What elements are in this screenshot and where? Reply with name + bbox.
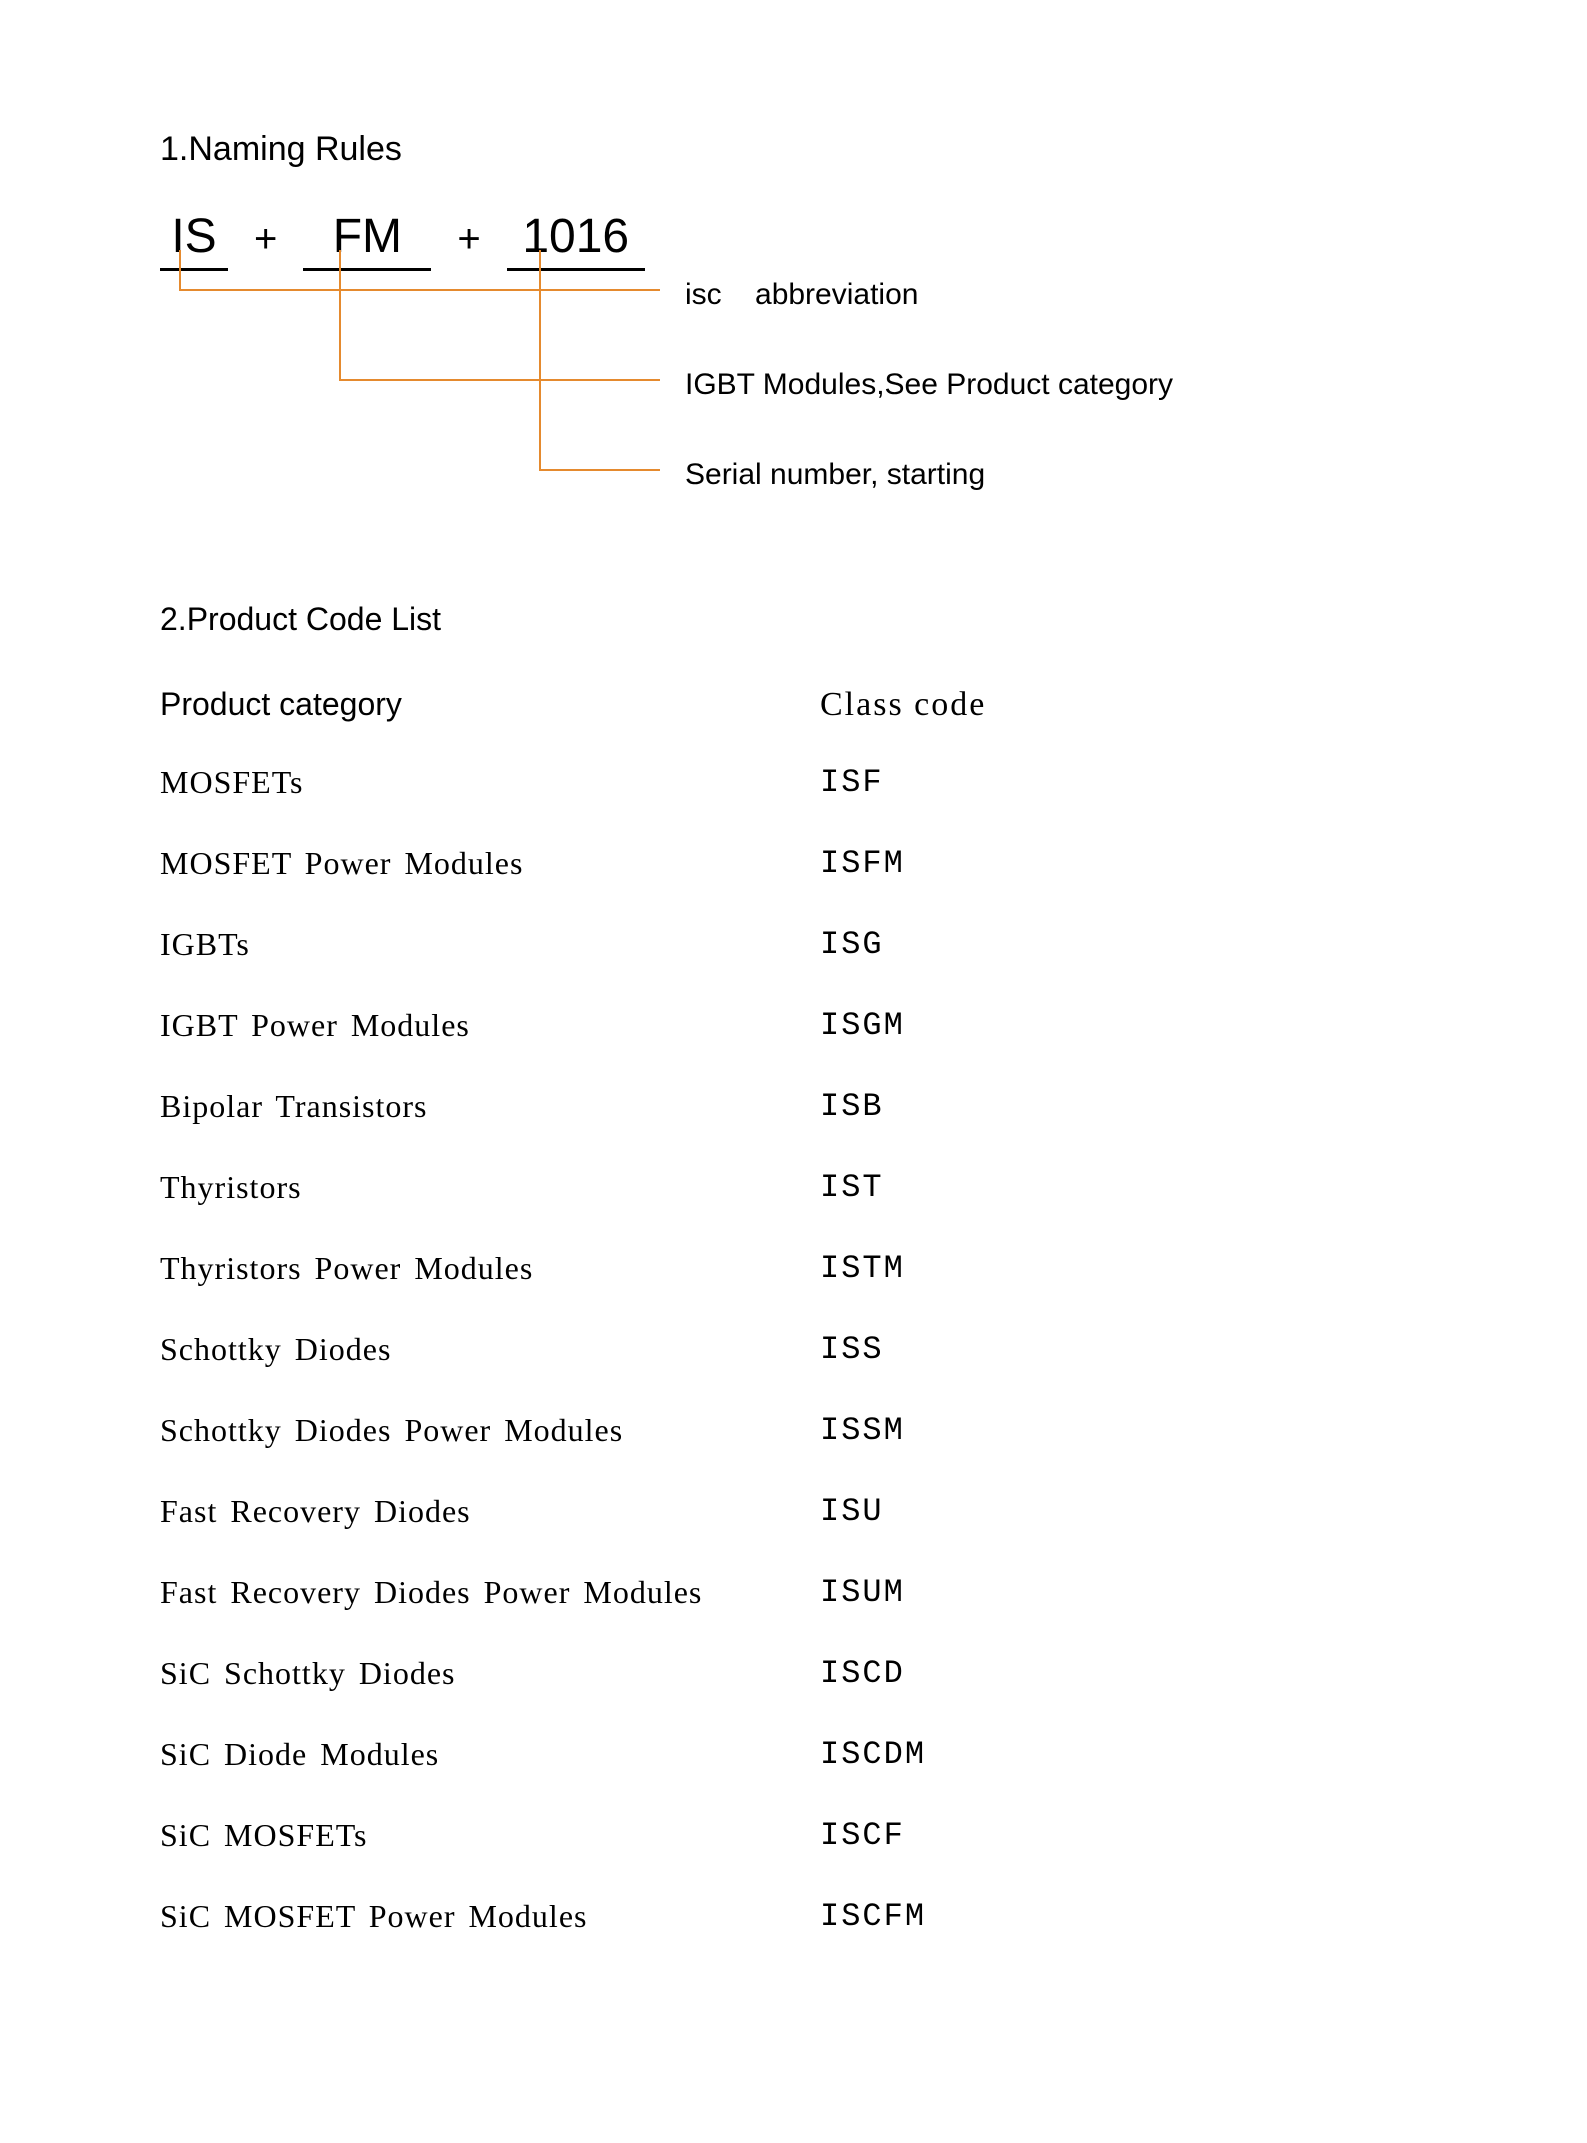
cell-code: ISCD bbox=[820, 1655, 1120, 1692]
cell-code: ISS bbox=[820, 1331, 1120, 1368]
table-row: SiC MOSFET Power ModulesISCFM bbox=[160, 1898, 1427, 1935]
cell-code: ISSM bbox=[820, 1412, 1120, 1449]
cell-code: ISGM bbox=[820, 1007, 1120, 1044]
cell-category: IGBTs bbox=[160, 926, 820, 963]
cell-category: MOSFETs bbox=[160, 764, 820, 801]
section2: 2.Product Code List Product category Cla… bbox=[160, 601, 1427, 1935]
cell-category: Bipolar Transistors bbox=[160, 1088, 820, 1125]
table-row: IGBTsISG bbox=[160, 926, 1427, 963]
cell-category: Thyristors Power Modules bbox=[160, 1250, 820, 1287]
table-row: IGBT Power ModulesISGM bbox=[160, 1007, 1427, 1044]
header-code: Class code bbox=[820, 686, 1120, 724]
cell-category: Thyristors bbox=[160, 1169, 820, 1206]
cell-code: ISB bbox=[820, 1088, 1120, 1125]
cell-code: ISF bbox=[820, 764, 1120, 801]
cell-category: SiC Diode Modules bbox=[160, 1736, 820, 1773]
cell-category: Fast Recovery Diodes bbox=[160, 1493, 820, 1530]
section2-title: 2.Product Code List bbox=[160, 601, 1427, 638]
cell-code: ISCF bbox=[820, 1817, 1120, 1854]
product-code-table: Product category Class code MOSFETsISFMO… bbox=[160, 686, 1427, 1935]
table-row: SiC MOSFETsISCF bbox=[160, 1817, 1427, 1854]
cell-code: ISG bbox=[820, 926, 1120, 963]
cell-category: MOSFET Power Modules bbox=[160, 845, 820, 882]
callout-1: isc abbreviation bbox=[685, 278, 918, 312]
cell-category: SiC Schottky Diodes bbox=[160, 1655, 820, 1692]
table-row: Bipolar TransistorsISB bbox=[160, 1088, 1427, 1125]
table-row: MOSFET Power ModulesISFM bbox=[160, 845, 1427, 882]
callout-3: Serial number, starting bbox=[685, 458, 985, 492]
callout-2: IGBT Modules,See Product category bbox=[685, 368, 1173, 402]
table-row: Fast Recovery Diodes Power ModulesISUM bbox=[160, 1574, 1427, 1611]
header-category: Product category bbox=[160, 686, 820, 724]
page: 1.Naming Rules IS + FM + 1016 isc abbrev… bbox=[0, 0, 1587, 2143]
cell-code: ISCFM bbox=[820, 1898, 1120, 1935]
table-row: SiC Schottky DiodesISCD bbox=[160, 1655, 1427, 1692]
cell-category: SiC MOSFETs bbox=[160, 1817, 820, 1854]
cell-code: IST bbox=[820, 1169, 1120, 1206]
cell-code: ISUM bbox=[820, 1574, 1120, 1611]
cell-category: Schottky Diodes bbox=[160, 1331, 820, 1368]
section1-title: 1.Naming Rules bbox=[160, 130, 1427, 169]
cell-code: ISU bbox=[820, 1493, 1120, 1530]
table-row: ThyristorsIST bbox=[160, 1169, 1427, 1206]
cell-code: ISCDM bbox=[820, 1736, 1120, 1773]
table-row: MOSFETsISF bbox=[160, 764, 1427, 801]
table-row: Schottky Diodes Power ModulesISSM bbox=[160, 1412, 1427, 1449]
table-row: SiC Diode ModulesISCDM bbox=[160, 1736, 1427, 1773]
cell-code: ISTM bbox=[820, 1250, 1120, 1287]
table-row: Thyristors Power ModulesISTM bbox=[160, 1250, 1427, 1287]
table-row: Schottky DiodesISS bbox=[160, 1331, 1427, 1368]
cell-category: IGBT Power Modules bbox=[160, 1007, 820, 1044]
cell-category: Schottky Diodes Power Modules bbox=[160, 1412, 820, 1449]
table-header: Product category Class code bbox=[160, 686, 1427, 724]
cell-category: Fast Recovery Diodes Power Modules bbox=[160, 1574, 820, 1611]
table-row: Fast Recovery DiodesISU bbox=[160, 1493, 1427, 1530]
table-body: MOSFETsISFMOSFET Power ModulesISFMIGBTsI… bbox=[160, 764, 1427, 1935]
cell-category: SiC MOSFET Power Modules bbox=[160, 1898, 820, 1935]
cell-code: ISFM bbox=[820, 845, 1120, 882]
